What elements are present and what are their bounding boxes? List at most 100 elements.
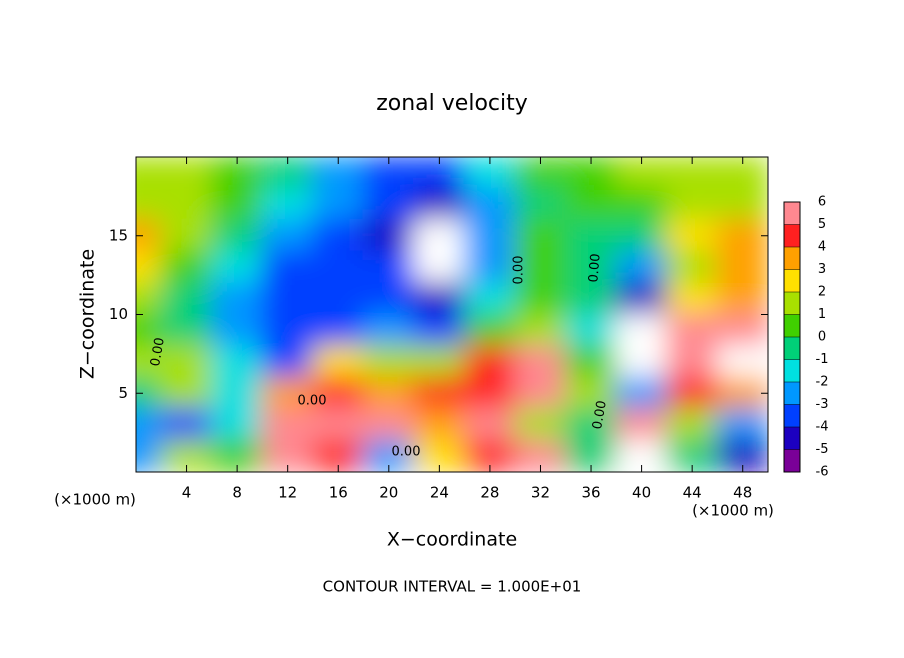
contour-label: 0.00 — [298, 394, 327, 409]
contour-label: 0.00 — [392, 445, 421, 460]
cell — [514, 219, 567, 253]
cell — [413, 219, 466, 253]
cell — [311, 376, 365, 410]
cell — [413, 250, 466, 284]
cell — [716, 376, 768, 410]
colorbar-swatch — [784, 359, 800, 382]
y-tick-label: 10 — [109, 305, 128, 323]
cell — [160, 282, 213, 316]
cell — [210, 313, 264, 347]
cell — [362, 250, 416, 284]
cell — [136, 250, 163, 284]
cell — [665, 313, 719, 347]
contour-label: 0.00 — [512, 256, 527, 285]
cell — [665, 408, 719, 442]
cell — [210, 282, 264, 316]
x-tick-label: 32 — [531, 484, 550, 502]
y-axis-label: Z−coordinate — [77, 249, 99, 379]
x-tick-label: 8 — [232, 484, 242, 502]
colorbar-swatch — [784, 269, 800, 292]
cell — [261, 282, 314, 316]
cell — [311, 250, 365, 284]
cell — [136, 439, 163, 472]
cell — [716, 282, 768, 316]
cell — [514, 345, 567, 379]
cell — [615, 219, 668, 253]
cell — [514, 408, 567, 442]
cell — [136, 313, 163, 347]
cell — [514, 187, 567, 221]
cell — [514, 250, 567, 284]
colorbar-swatch — [784, 337, 800, 360]
cell — [136, 157, 163, 190]
cell — [463, 376, 517, 410]
cell — [210, 345, 264, 379]
cell — [136, 187, 163, 221]
cell — [311, 408, 365, 442]
cell — [261, 376, 314, 410]
colorbar-swatch — [784, 404, 800, 427]
cell — [261, 187, 314, 221]
cell — [362, 282, 416, 316]
cell — [160, 313, 213, 347]
cell — [311, 313, 365, 347]
colorbar-tick-label: 0 — [818, 330, 826, 345]
colorbar-tick-label: -4 — [816, 420, 829, 435]
cell — [665, 219, 719, 253]
field — [136, 157, 768, 472]
colorbar-tick-label: 6 — [818, 195, 826, 210]
cell — [160, 376, 213, 410]
note: CONTOUR INTERVAL = 1.000E+01 — [323, 578, 582, 596]
cell — [716, 408, 768, 442]
chart-title: zonal velocity — [376, 91, 528, 116]
cell — [261, 313, 314, 347]
cell — [615, 408, 668, 442]
cell — [514, 282, 567, 316]
cell — [463, 313, 517, 347]
y-unit-label: (×1000 m) — [54, 491, 136, 509]
x-tick-label: 48 — [733, 484, 752, 502]
contour-label: 0.00 — [148, 336, 168, 367]
cell — [564, 345, 618, 379]
colorbar-tick-label: -2 — [816, 375, 829, 390]
cell — [665, 187, 719, 221]
cell — [716, 250, 768, 284]
cell — [311, 219, 365, 253]
colorbar-tick-label: 3 — [818, 262, 826, 277]
cell — [665, 376, 719, 410]
cell — [311, 345, 365, 379]
colorbar-swatch — [784, 314, 800, 337]
cell — [413, 282, 466, 316]
cell — [615, 313, 668, 347]
cell — [514, 313, 567, 347]
colorbar-tick-label: 2 — [818, 285, 826, 300]
x-tick-label: 36 — [581, 484, 600, 502]
x-tick-label: 28 — [480, 484, 499, 502]
cell — [261, 250, 314, 284]
cell — [413, 408, 466, 442]
cell — [665, 250, 719, 284]
colorbar-swatch — [784, 292, 800, 315]
colorbar-swatch — [784, 247, 800, 270]
cell — [362, 187, 416, 221]
cell — [210, 376, 264, 410]
cell — [564, 313, 618, 347]
cell — [615, 345, 668, 379]
cell — [210, 408, 264, 442]
cell — [564, 408, 618, 442]
x-tick-label: 4 — [182, 484, 192, 502]
contour-label: 0.00 — [590, 399, 610, 430]
cell — [210, 219, 264, 253]
cell — [160, 250, 213, 284]
cell — [136, 408, 163, 442]
cell — [413, 376, 466, 410]
cell — [136, 345, 163, 379]
x-axis-label: X−coordinate — [387, 529, 517, 551]
x-tick-label: 12 — [278, 484, 297, 502]
cell — [463, 408, 517, 442]
colorbar-tick-label: 1 — [818, 307, 826, 322]
cell — [463, 345, 517, 379]
cell — [311, 282, 365, 316]
colorbar-swatch — [784, 449, 800, 472]
